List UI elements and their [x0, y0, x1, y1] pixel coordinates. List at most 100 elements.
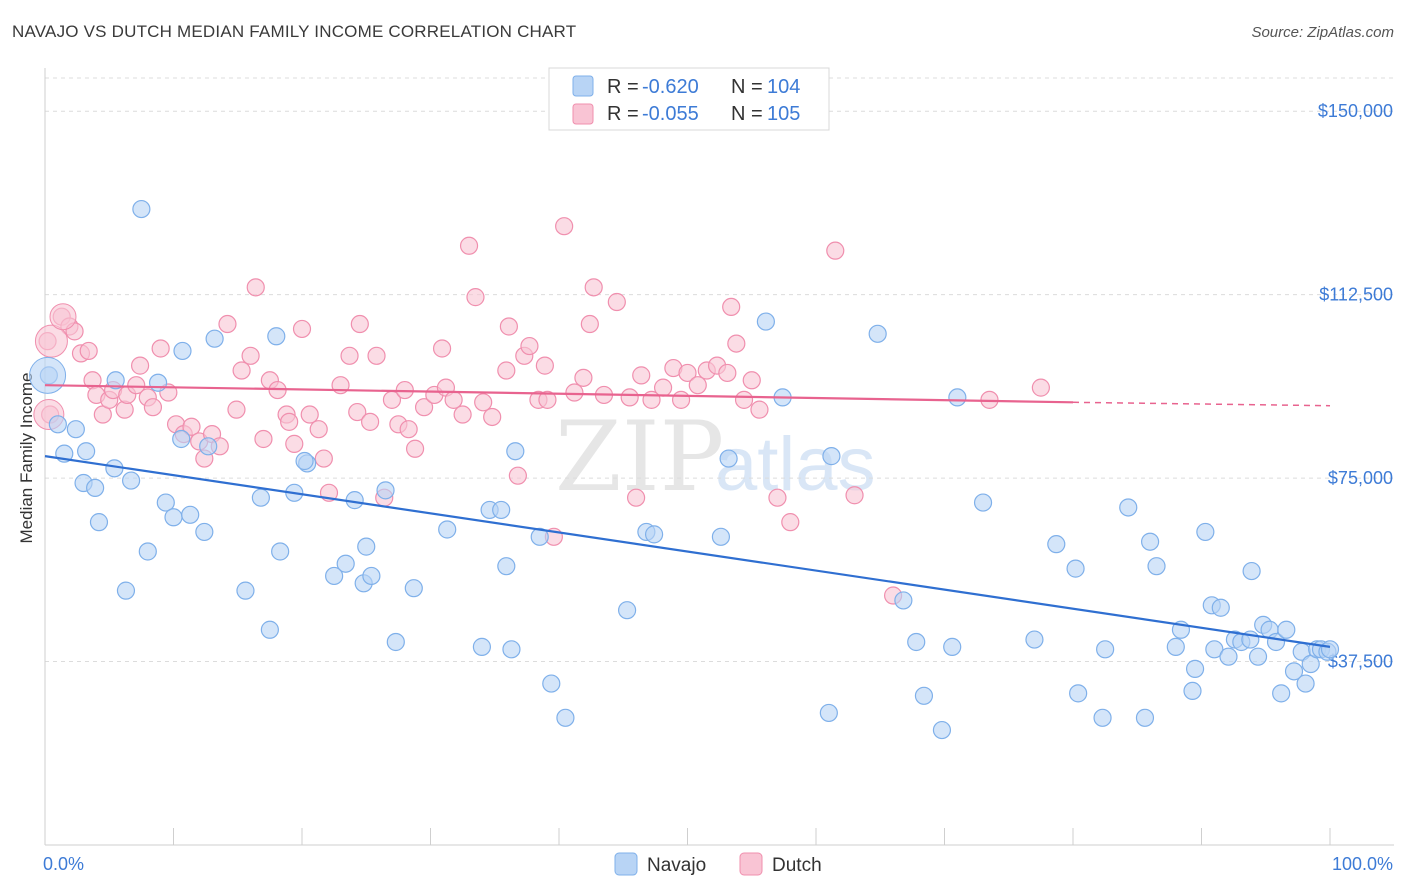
navajo-point — [756, 312, 775, 331]
navajo-point — [106, 371, 125, 390]
navajo-point — [1196, 522, 1215, 542]
dutch-point — [348, 402, 367, 422]
navajo-point — [1047, 535, 1066, 554]
dutch-points — [33, 217, 1050, 605]
dutch-point — [584, 278, 603, 297]
navajo-point — [1205, 640, 1224, 659]
navajo-point — [236, 581, 255, 600]
navajo-point — [1185, 659, 1205, 678]
navajo-point — [271, 542, 290, 561]
bottom-legend-dutch: Dutch — [772, 855, 822, 876]
dutch-point — [127, 376, 146, 395]
dutch-point — [607, 292, 626, 312]
dutch-point — [444, 390, 463, 409]
dutch-point — [565, 383, 584, 402]
x-tick-label-min: 0.0% — [43, 854, 84, 874]
navajo-point — [822, 447, 841, 466]
dutch-point — [520, 336, 539, 356]
dutch-point — [538, 390, 557, 409]
dutch-point — [781, 513, 800, 532]
navajo-trend-line — [44, 455, 1331, 648]
navajo-point — [502, 640, 521, 659]
navajo-point — [973, 493, 993, 512]
navajo-point — [1272, 684, 1291, 703]
y-tick-label: $37,500 — [1328, 652, 1393, 672]
dutch-point-large — [34, 324, 68, 358]
navajo-point — [530, 527, 549, 546]
navajo-point — [711, 527, 731, 546]
dutch-point — [241, 346, 260, 365]
navajo-point — [943, 637, 962, 656]
navajo-point-large — [29, 356, 67, 394]
dutch-point — [130, 356, 150, 375]
dutch-point — [414, 398, 434, 417]
chart-title: NAVAJO VS DUTCH MEDIAN FAMILY INCOME COR… — [12, 22, 577, 41]
navajo-point — [1093, 708, 1112, 727]
bottom-legend-swatch-navajo — [614, 852, 638, 876]
dutch-trend-line-extension — [1072, 401, 1331, 407]
dutch-point — [555, 217, 574, 236]
dutch-point — [742, 371, 761, 390]
legend-dutch-r-label: R = — [607, 103, 639, 125]
navajo-point — [1066, 559, 1085, 578]
source-label: Source: ZipAtlas.com — [1251, 24, 1394, 41]
dutch-point — [727, 334, 746, 353]
dutch-point — [227, 400, 246, 419]
y-tick-label: $150,000 — [1318, 101, 1393, 121]
navajo-point — [173, 341, 192, 361]
navajo-point — [195, 522, 214, 542]
navajo-point — [138, 542, 157, 561]
navajo-point — [404, 579, 423, 598]
dutch-point — [497, 361, 516, 380]
dutch-point-large — [49, 303, 77, 331]
dutch-point — [671, 390, 691, 409]
dutch-point — [453, 405, 472, 424]
navajo-point — [1277, 620, 1296, 639]
dutch-point — [718, 363, 737, 383]
dutch-point — [768, 488, 787, 507]
legend-dutch-n-label: N = — [731, 103, 763, 125]
trend-lines — [44, 384, 1331, 648]
stats-legend: R = -0.620 N = 104 R = -0.055 N = 105 — [548, 67, 830, 131]
dutch-point — [580, 314, 599, 334]
navajo-point — [199, 437, 218, 456]
navajo-point — [267, 327, 286, 346]
legend-swatch-navajo — [572, 75, 594, 97]
navajo-point — [386, 632, 405, 652]
navajo-point — [66, 420, 85, 439]
y-axis-title: Median Family Income — [17, 372, 36, 543]
dutch-point — [626, 488, 646, 507]
dutch-point — [750, 400, 769, 419]
navajo-point — [618, 601, 637, 620]
dutch-point — [182, 417, 201, 436]
navajo-point — [116, 581, 136, 600]
navajo-point — [121, 471, 141, 490]
navajo-point — [77, 442, 96, 461]
navajo-point — [1025, 630, 1044, 649]
navajo-point — [948, 388, 967, 407]
navajo-point — [438, 520, 457, 539]
navajo-point — [1183, 681, 1202, 701]
navajo-point — [556, 708, 575, 727]
legend-box — [548, 67, 830, 131]
dutch-point — [314, 449, 333, 468]
legend-navajo-r-value: -0.620 — [642, 76, 699, 98]
navajo-point — [205, 329, 224, 348]
navajo-point — [181, 505, 200, 524]
navajo-point — [1284, 662, 1304, 681]
navajo-point — [1119, 498, 1138, 517]
navajo-point — [492, 500, 511, 520]
dutch-point — [143, 398, 163, 417]
navajo-point — [1096, 640, 1115, 659]
navajo-point — [1219, 647, 1238, 666]
legend-dutch-n-value: 105 — [767, 103, 800, 125]
navajo-point — [1248, 647, 1268, 666]
navajo-point — [48, 415, 67, 434]
dutch-point — [845, 486, 864, 505]
dutch-point — [508, 466, 527, 485]
dutch-point — [499, 317, 518, 336]
navajo-point — [1069, 684, 1088, 703]
legend-swatch-dutch — [572, 103, 594, 125]
navajo-point — [914, 686, 934, 705]
